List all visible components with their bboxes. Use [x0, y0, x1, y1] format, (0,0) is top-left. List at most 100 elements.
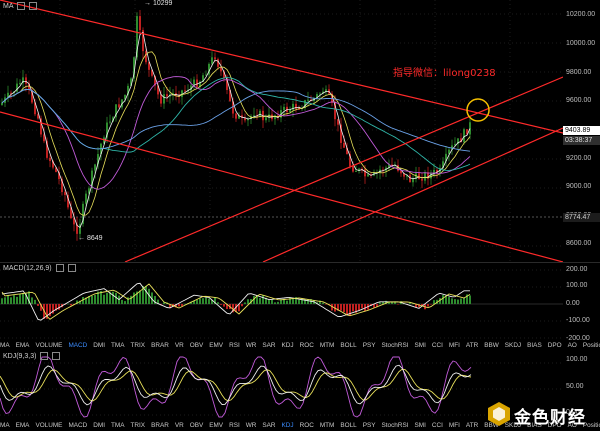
pane-divider[interactable] [0, 262, 600, 263]
tab-cci[interactable]: CCI [431, 342, 443, 349]
tab-trix[interactable]: TRIX [130, 422, 146, 429]
tab-mtm[interactable]: MTM [319, 342, 335, 349]
tab-atr[interactable]: ATR [465, 422, 479, 429]
tab-mfi[interactable]: MFI [448, 342, 460, 349]
tab-sar[interactable]: SAR [262, 342, 276, 349]
tab-kdj[interactable]: KDJ [281, 342, 294, 349]
tab-smi[interactable]: SMI [414, 422, 426, 429]
tab-ma[interactable]: MA [0, 342, 10, 349]
macd-settings-icon[interactable] [55, 264, 64, 272]
tab-position[interactable]: Position [582, 422, 600, 429]
tab-volume[interactable]: VOLUME [35, 342, 63, 349]
tab-dpo[interactable]: DPO [547, 422, 562, 429]
tab-rsi[interactable]: RSI [229, 342, 240, 349]
indicator-settings-icon[interactable] [17, 2, 26, 10]
kdj-settings-icon[interactable] [40, 352, 49, 360]
tab-mfi[interactable]: MFI [448, 422, 460, 429]
indicator-tabs-list: MA EMA VOLUME MACD DMI TMA TRIX BRAR VR OBV EMV RSI… [0, 340, 600, 351]
tab-dmi[interactable]: DMI [93, 422, 105, 429]
tab-bias[interactable]: BIAS [527, 342, 542, 349]
tab-trix[interactable]: TRIX [130, 342, 146, 349]
candle-body [460, 138, 462, 143]
tab-emv[interactable]: EMV [209, 422, 224, 429]
kdj-close-icon[interactable] [52, 352, 61, 360]
candle-body [259, 110, 261, 117]
tab-stochrsi[interactable]: StochRSI [381, 342, 409, 349]
macd-pane[interactable]: MACD(12,26,9) [0, 263, 563, 340]
tab-brar[interactable]: BRAR [151, 342, 169, 349]
tab-ma[interactable]: MA [0, 422, 10, 429]
candle-body [274, 115, 276, 120]
macd-axis[interactable]: 200.00 100.00 0.00 -100.00 -200.00 [563, 263, 600, 342]
tab-roc[interactable]: ROC [299, 422, 314, 429]
indicator-close-icon[interactable] [29, 2, 38, 10]
tab-smi[interactable]: SMI [414, 342, 426, 349]
low-price-label: 8649 [86, 235, 103, 242]
candle-body [25, 77, 27, 84]
candle-body [241, 115, 243, 118]
tab-cci[interactable]: CCI [431, 422, 443, 429]
tab-rsi[interactable]: RSI [229, 422, 240, 429]
tab-roc[interactable]: ROC [299, 342, 314, 349]
candle-body [316, 94, 318, 99]
tab-obv[interactable]: OBV [189, 422, 204, 429]
kdj-axis[interactable]: 100.00 50.00 0.00 [563, 351, 600, 419]
tab-mtm[interactable]: MTM [319, 422, 335, 429]
tab-macd[interactable]: MACD [68, 342, 88, 349]
tab-ema[interactable]: EMA [15, 422, 30, 429]
tab-dmi[interactable]: DMI [93, 342, 105, 349]
tab-kdj[interactable]: KDJ [281, 422, 294, 429]
tab-vr[interactable]: VR [174, 422, 184, 429]
macd-histogram-bar [19, 294, 21, 304]
candle-body [304, 100, 306, 108]
tab-ema[interactable]: EMA [15, 342, 30, 349]
candle-body [184, 90, 186, 92]
ma-indicator-label: MA [3, 2, 14, 10]
wechat-annotation: 指导微信：lilong0238 [393, 68, 496, 79]
tab-macd[interactable]: MACD [68, 422, 88, 429]
tab-atr[interactable]: ATR [465, 342, 479, 349]
tab-wr[interactable]: WR [245, 342, 257, 349]
level-price-tag: 8774.47 [563, 213, 600, 222]
macd-histogram-bar [331, 304, 333, 311]
tab-dpo[interactable]: DPO [547, 342, 562, 349]
tab-bias[interactable]: BIAS [527, 422, 542, 429]
candle-body [370, 174, 372, 176]
indicator-tabs-list: MA EMA VOLUME MACD DMI TMA TRIX BRAR VR OBV EMV RSI… [0, 420, 600, 431]
tab-tma[interactable]: TMA [111, 422, 125, 429]
tab-stochrsi[interactable]: StochRSI [381, 422, 409, 429]
tab-ao[interactable]: AO [567, 422, 577, 429]
tab-bbw[interactable]: BBW [484, 342, 499, 349]
tab-boll[interactable]: BOLL [340, 342, 357, 349]
tab-bbw[interactable]: BBW [484, 422, 499, 429]
tab-psy[interactable]: PSY [362, 342, 376, 349]
kdj-chart-canvas[interactable] [0, 351, 563, 419]
tab-volume[interactable]: VOLUME [35, 422, 63, 429]
tab-ao[interactable]: AO [567, 342, 577, 349]
macd-histogram-bar [28, 291, 30, 304]
price-chart-pane[interactable]: MA → 10299 ← 8649 指导微信：lilong0238 [0, 0, 563, 262]
macd-close-icon[interactable] [67, 264, 76, 272]
tab-psy[interactable]: PSY [362, 422, 376, 429]
tab-vr[interactable]: VR [174, 342, 184, 349]
tab-obv[interactable]: OBV [189, 342, 204, 349]
candle-body [352, 166, 354, 172]
tab-tma[interactable]: TMA [111, 342, 125, 349]
tab-position[interactable]: Position [582, 342, 600, 349]
tab-sar[interactable]: SAR [262, 422, 276, 429]
kdj-pane[interactable]: KDJ(9,3,3) [0, 351, 563, 419]
macd-histogram-bar [22, 293, 24, 304]
tab-boll[interactable]: BOLL [340, 422, 357, 429]
kdj-header: KDJ(9,3,3) [3, 352, 61, 360]
macd-dea-line [1, 283, 471, 320]
candle-body [409, 174, 411, 183]
tab-brar[interactable]: BRAR [151, 422, 169, 429]
price-chart-canvas[interactable] [0, 0, 563, 262]
tab-emv[interactable]: EMV [209, 342, 224, 349]
tab-wr[interactable]: WR [245, 422, 257, 429]
macd-chart-canvas[interactable] [0, 263, 563, 340]
candle-body [76, 224, 78, 234]
tab-skdj[interactable]: SKDJ [504, 422, 522, 429]
candle-body [406, 174, 408, 177]
tab-skdj[interactable]: SKDJ [504, 342, 522, 349]
